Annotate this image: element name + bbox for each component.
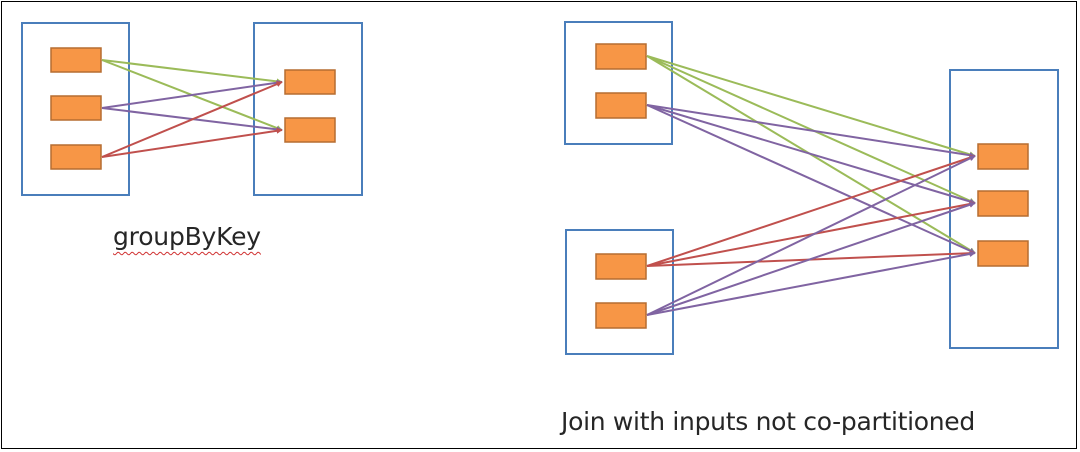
join-source-partition: [595, 92, 647, 119]
rdd-containers: [21, 21, 1059, 355]
join-arrow-purple: [646, 155, 976, 316]
gbk-source-partition: [50, 144, 102, 170]
gbk-shuffle-arrows: [101, 59, 283, 158]
gbk-target-partition: [284, 69, 336, 95]
join-arrow-purple: [646, 104, 976, 159]
join-arrow-purple: [646, 251, 976, 316]
join-caption: Join with inputs not co-partitioned: [561, 407, 975, 436]
gbk-target-partition: [284, 117, 336, 143]
join-arrow-green: [646, 55, 976, 158]
join-arrow-purple: [646, 104, 976, 254]
join-arrow-red: [646, 154, 976, 267]
gbk-source-rdd: [21, 22, 130, 196]
join-source-partition: [595, 43, 647, 70]
join-source-rdd-a: [564, 21, 673, 145]
group-by-key-caption: groupByKey: [113, 222, 261, 251]
gbk-arrow-purple: [101, 79, 283, 109]
join-arrow-purple: [646, 104, 976, 205]
join-target-partition: [977, 190, 1029, 217]
join-target-partition: [977, 143, 1029, 170]
join-source-partition: [595, 253, 647, 280]
gbk-arrow-green: [101, 59, 283, 85]
join-target-partition: [977, 240, 1029, 267]
gbk-source-partition: [50, 95, 102, 121]
partitions: [50, 43, 1029, 329]
join-source-partition: [595, 302, 647, 329]
join-shuffle-arrows: [646, 55, 976, 316]
join-arrow-purple: [646, 201, 976, 316]
gbk-arrow-red: [101, 81, 283, 158]
gbk-source-partition: [50, 47, 102, 73]
join-target-rdd: [949, 69, 1059, 349]
gbk-target-rdd: [253, 22, 363, 196]
join-source-rdd-b: [565, 229, 674, 355]
gbk-arrow-red: [101, 127, 283, 158]
